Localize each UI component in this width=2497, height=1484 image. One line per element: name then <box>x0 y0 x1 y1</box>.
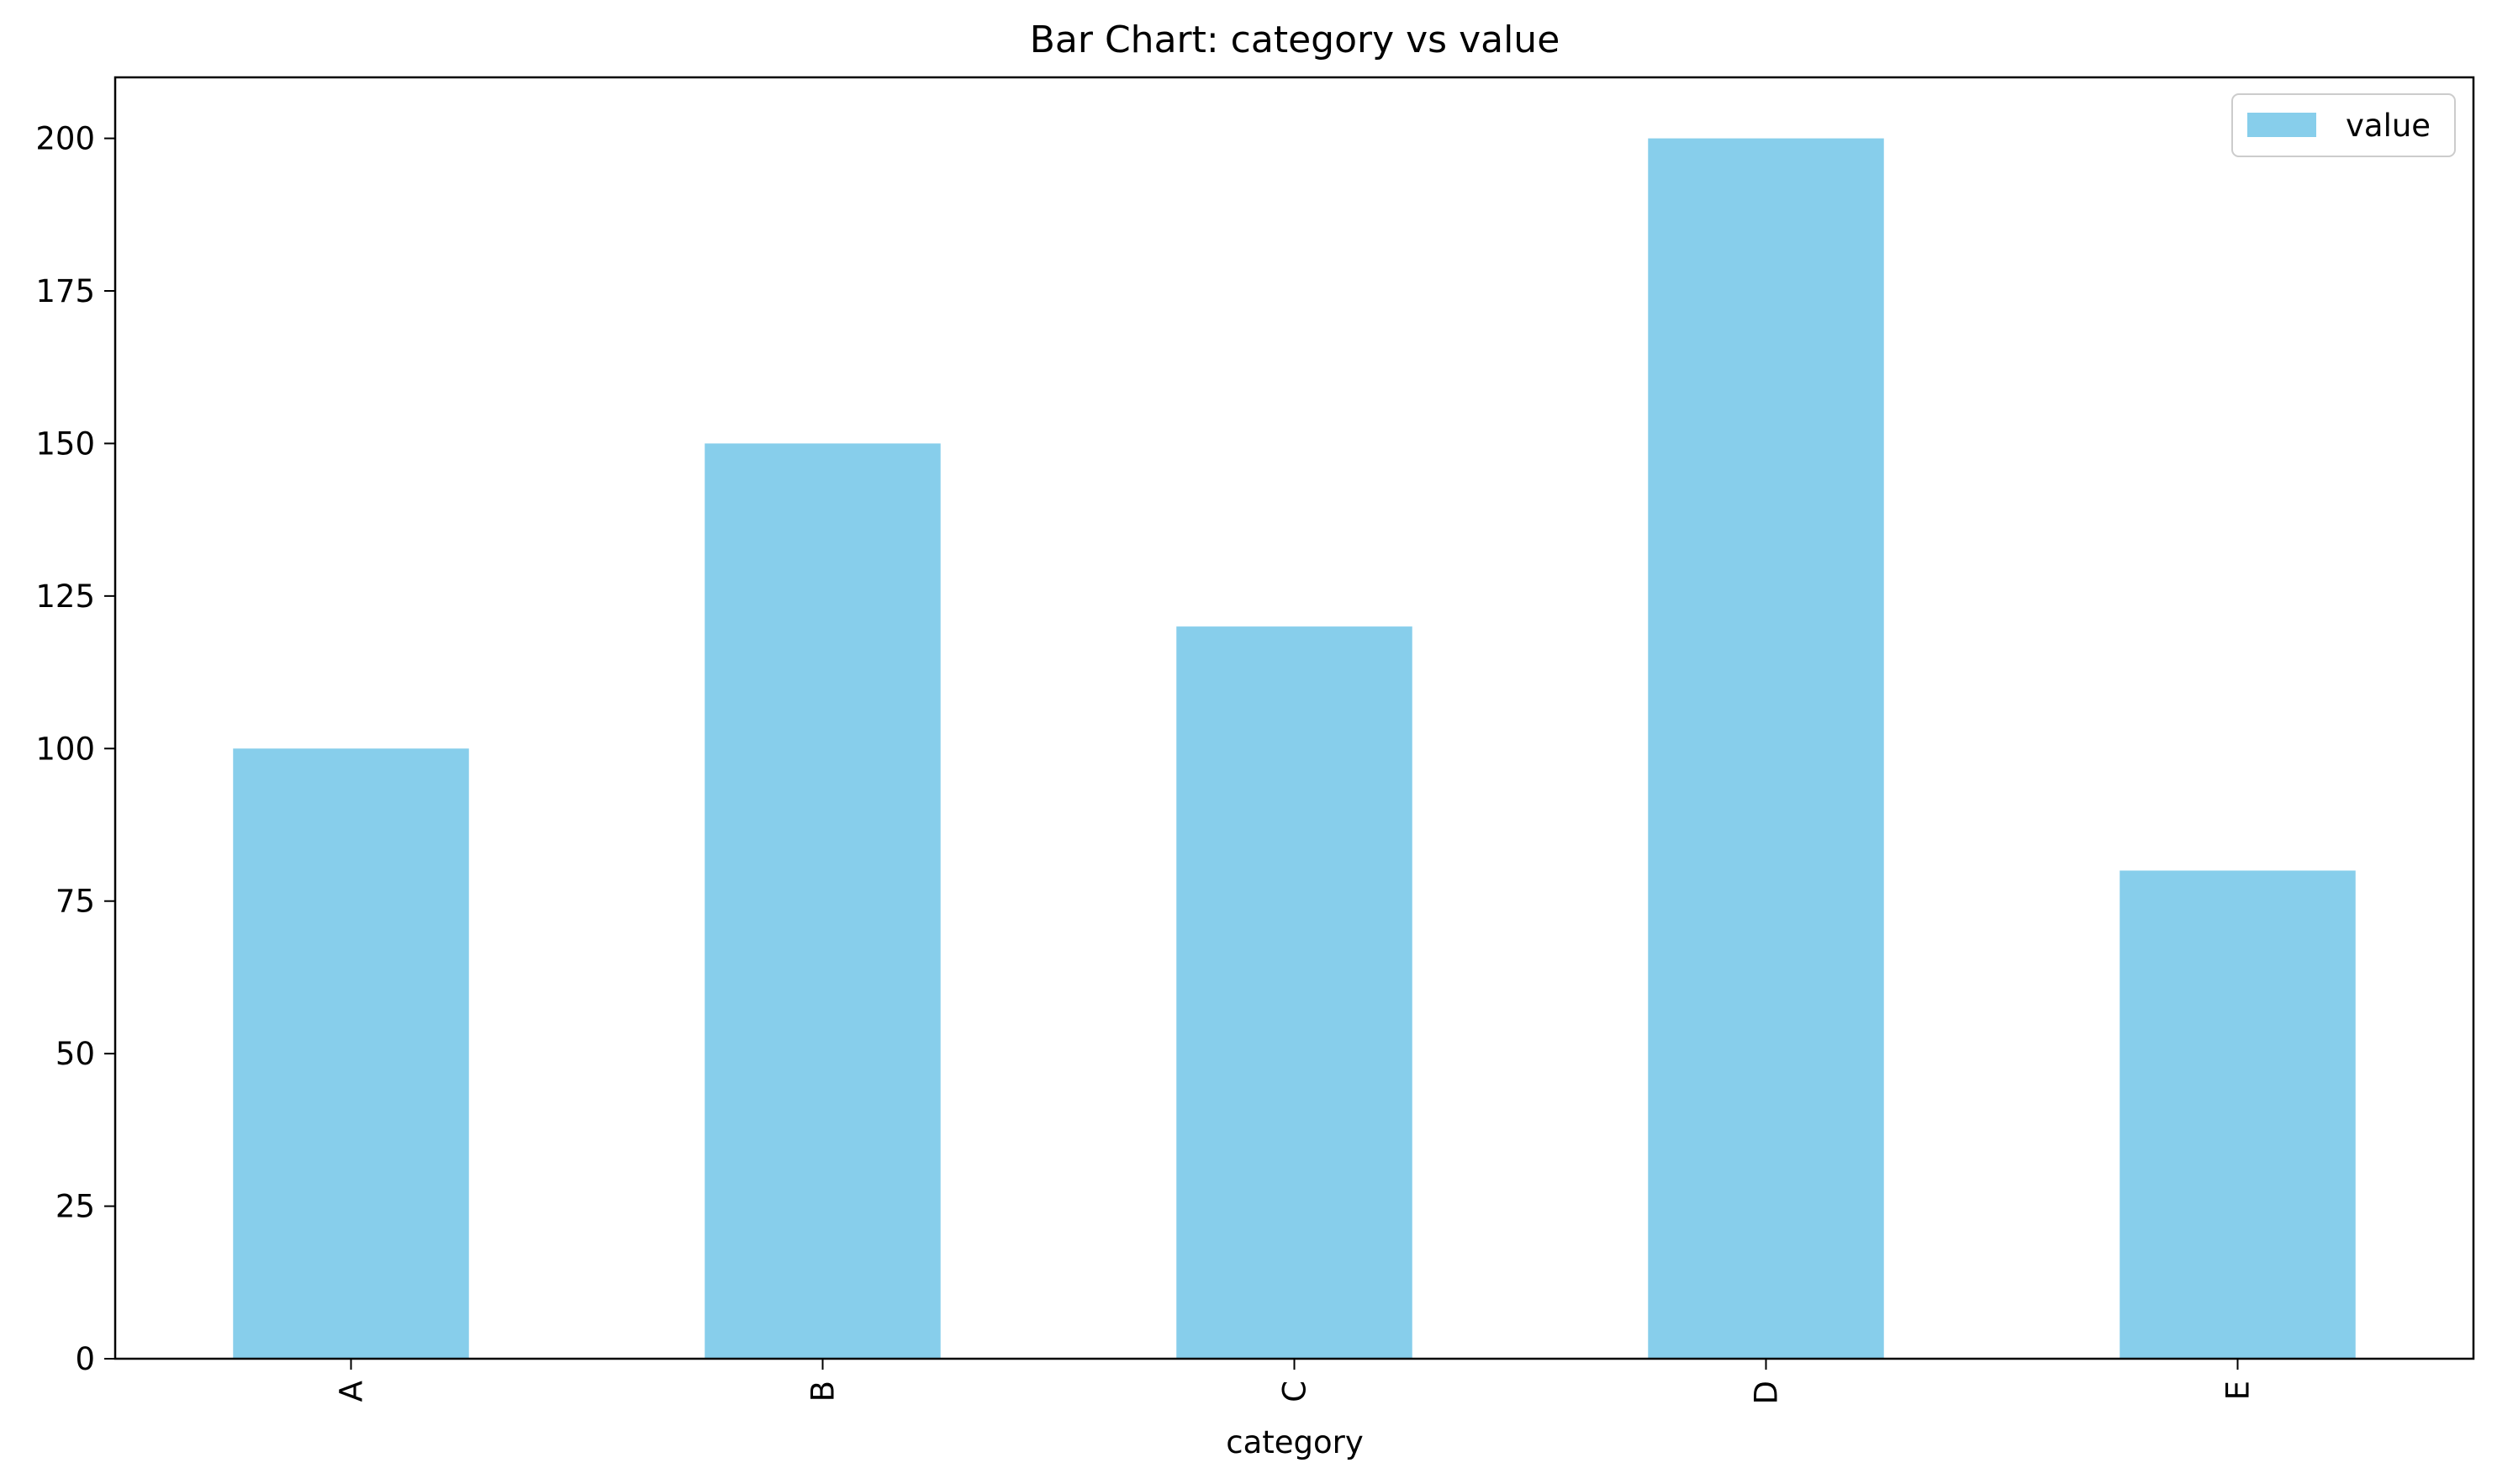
legend-box <box>2231 93 2456 157</box>
y-tick-label: 200 <box>35 121 95 157</box>
y-tick-label: 150 <box>35 425 95 462</box>
y-tick-label: 50 <box>55 1036 95 1072</box>
y-tick-label: 100 <box>35 731 95 767</box>
legend-label: value <box>2346 108 2431 144</box>
legend-swatch <box>2247 113 2316 137</box>
chart-title: Bar Chart: category vs value <box>1030 18 1560 61</box>
y-tick-label: 75 <box>55 884 95 920</box>
x-tick-label: B <box>805 1381 842 1402</box>
x-tick-label: D <box>1749 1381 1785 1405</box>
y-tick-label: 0 <box>75 1341 95 1377</box>
y-axis-ticks: 0 25 50 75 100 125 150 175 200 <box>35 121 115 1377</box>
y-tick-label: 25 <box>55 1189 95 1225</box>
bar-D <box>1648 138 1884 1360</box>
bar-C <box>1176 626 1412 1359</box>
y-tick-label: 125 <box>35 578 95 615</box>
x-tick-label: C <box>1277 1381 1313 1402</box>
plot-frame <box>114 76 2475 1360</box>
y-tick-label: 175 <box>35 273 95 309</box>
x-tick-label: E <box>2220 1381 2257 1400</box>
x-axis-ticks: A B C D E <box>334 1359 2257 1405</box>
bars <box>233 138 2356 1360</box>
legend: value <box>2231 93 2456 157</box>
bar-B <box>705 443 941 1359</box>
bar-A <box>233 748 469 1359</box>
x-axis-label: category <box>1226 1424 1364 1460</box>
bar-E <box>2120 870 2356 1359</box>
x-tick-label: A <box>334 1381 370 1402</box>
